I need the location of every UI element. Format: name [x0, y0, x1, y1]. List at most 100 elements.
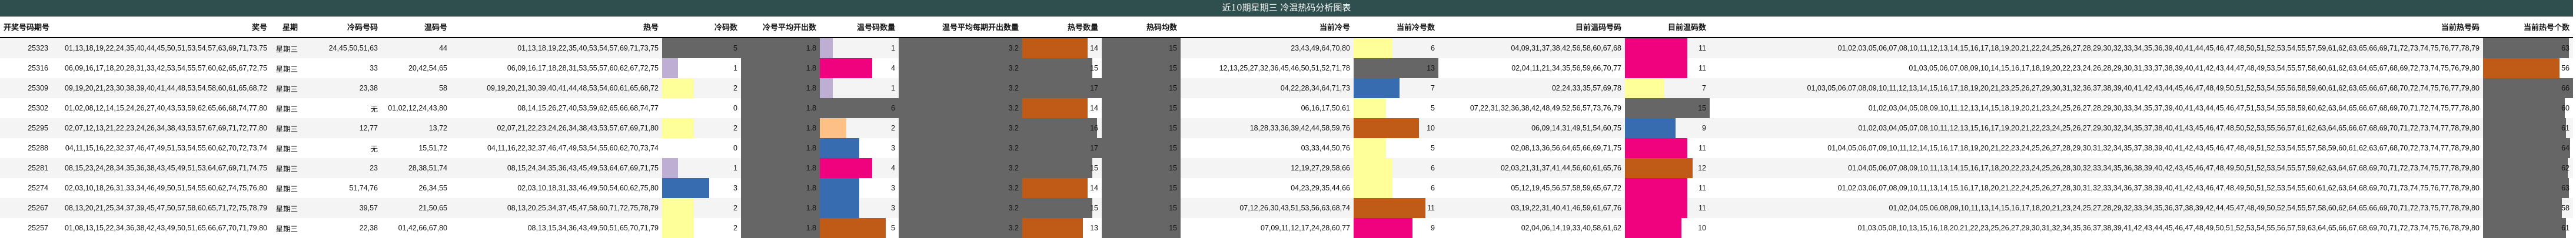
cell-value: 56	[2561, 64, 2570, 72]
cell-value: 1	[891, 84, 895, 92]
warm-avg-cell: 3.2	[899, 198, 1022, 218]
hot-numbers-cell: 08,15,24,34,35,36,43,45,49,53,64,67,69,7…	[451, 158, 662, 178]
table-row: 25295 02,07,12,13,21,22,23,24,26,34,38,43…	[0, 118, 2573, 138]
cold-avg-cell: 1.8	[741, 178, 820, 198]
column-header[interactable]: 开奖号码期号	[0, 16, 52, 38]
column-header[interactable]: 温号码数量	[820, 16, 899, 38]
column-header[interactable]: 温码号	[381, 16, 451, 38]
column-header[interactable]: 当前冷号	[1181, 16, 1354, 38]
column-header[interactable]: 热号数量	[1022, 16, 1102, 38]
hot-numbers-cell: 08,14,15,26,27,40,53,59,62,65,66,68,74,7…	[451, 98, 662, 118]
cold-numbers-cell: 22,38	[301, 218, 381, 238]
column-header[interactable]: 目前温码数	[1625, 16, 1710, 38]
current-warm-cell: 02,04,11,21,34,35,56,59,66,70,77	[1438, 58, 1625, 78]
cell-value: 11	[1699, 64, 1706, 72]
cell-value: 11	[1699, 44, 1706, 52]
current-hot-count-cell: 66	[2483, 78, 2573, 98]
data-bar	[820, 198, 859, 218]
cold-numbers-cell: 23	[301, 158, 381, 178]
hot-avg-cell: 15	[1102, 138, 1181, 158]
cold-numbers-cell: 12,77	[301, 118, 381, 138]
cell-value: 06,16,17,50,61	[1301, 104, 1350, 112]
current-hot-count-cell: 64	[2483, 138, 2573, 158]
current-cold-count-cell: 6	[1354, 158, 1438, 178]
current-hot-count-cell: 56	[2483, 58, 2573, 78]
cell-value: 07,09,11,12,17,24,28,60,77	[1261, 224, 1350, 232]
hot-numbers-cell: 09,19,20,21,30,39,40,41,44,48,53,54,60,6…	[451, 78, 662, 98]
column-header[interactable]: 目前温码号码	[1438, 16, 1625, 38]
cell-value: 01,02,08,12,14,15,24,26,27,40,43,53,59,6…	[64, 104, 267, 112]
cell-value: 15	[1169, 44, 1177, 52]
warm-numbers-cell: 01,02,12,24,43,80	[381, 98, 451, 118]
weekday-cell: 星期三	[271, 98, 301, 118]
cell-value: 25295	[28, 124, 48, 132]
cold-count-cell: 1	[662, 158, 741, 178]
cell-value: 64	[2561, 144, 2570, 152]
cell-value: 01,13,18,19,22,35,40,53,54,57,69,71,73,7…	[517, 44, 659, 52]
cell-value: 28,38,51,74	[408, 164, 447, 172]
current-hot-count-cell: 62	[2483, 158, 2573, 178]
data-bar	[1022, 118, 1098, 138]
data-bar	[899, 58, 1022, 78]
column-header[interactable]: 热号	[451, 16, 662, 38]
current-cold-cell: 23,43,49,64,70,80	[1181, 38, 1354, 58]
current-hot-cell: 01,04,05,06,07,09,10,11,12,14,15,16,17,1…	[1710, 138, 2483, 158]
column-header[interactable]: 奖号	[52, 16, 271, 38]
hot-avg-cell: 15	[1102, 118, 1181, 138]
column-header[interactable]: 冷码数	[662, 16, 741, 38]
cold-count-cell: 3	[662, 178, 741, 198]
cell-value: 08,13,20,21,25,34,37,39,45,47,50,57,58,6…	[64, 204, 267, 212]
data-bar	[2483, 118, 2567, 138]
cell-value: 1	[891, 44, 895, 52]
current-warm-count-cell: 11	[1625, 38, 1710, 58]
current-cold-count-cell: 5	[1354, 98, 1438, 118]
column-header[interactable]: 冷号平均开出数	[741, 16, 820, 38]
warm-numbers-cell: 13,72	[381, 118, 451, 138]
cold-numbers-cell: 23,38	[301, 78, 381, 98]
issue-cell: 25274	[0, 178, 52, 198]
cell-value: 5	[891, 224, 895, 232]
column-header[interactable]: 热码均数	[1102, 16, 1181, 38]
data-bar	[1354, 198, 1425, 218]
current-hot-cell: 01,04,05,06,07,08,09,10,11,13,14,15,16,1…	[1710, 158, 2483, 178]
cell-value: 08,14,15,26,27,40,53,59,62,65,66,68,74,7…	[517, 104, 659, 112]
data-bar	[1625, 138, 1687, 158]
cell-value: 2	[733, 84, 737, 92]
data-bar	[662, 218, 694, 238]
cell-value: 2	[891, 124, 895, 132]
draw-numbers-cell: 01,08,13,15,22,34,36,38,42,43,49,50,51,6…	[52, 218, 271, 238]
warm-avg-cell: 3.2	[899, 138, 1022, 158]
data-bar	[2483, 98, 2565, 118]
current-warm-count-cell: 12	[1625, 158, 1710, 178]
cell-value: 09,19,20,21,23,30,38,39,40,41,44,48,53,5…	[64, 84, 267, 92]
current-hot-count-cell: 61	[2483, 118, 2573, 138]
data-bar	[2483, 158, 2568, 178]
column-header[interactable]: 当前冷号数	[1354, 16, 1438, 38]
draw-numbers-cell: 08,15,23,24,28,34,35,36,38,43,45,49,51,5…	[52, 158, 271, 178]
hot-count-cell: 13	[1022, 218, 1102, 238]
cell-value: 7	[1431, 84, 1435, 92]
column-header[interactable]: 星期	[271, 16, 301, 38]
warm-count-cell: 6	[820, 98, 899, 118]
current-hot-count-cell: 58	[2483, 198, 2573, 218]
current-cold-cell: 12,13,25,27,32,36,45,46,50,51,52,71,78	[1181, 58, 1354, 78]
cell-value: 15,51,72	[418, 144, 447, 152]
hot-count-cell: 14	[1022, 178, 1102, 198]
hot-count-cell: 15	[1022, 158, 1102, 178]
cold-avg-cell: 1.8	[741, 158, 820, 178]
warm-numbers-cell: 20,42,54,65	[381, 58, 451, 78]
current-cold-cell: 07,09,11,12,17,24,28,60,77	[1181, 218, 1354, 238]
table-row: 25274 02,03,10,18,26,31,33,34,46,49,50,51…	[0, 178, 2573, 198]
cell-value: 15	[1169, 104, 1177, 112]
column-header[interactable]: 冷码号码	[301, 16, 381, 38]
chart-title: 近10期星期三 冷温热码分析图表	[0, 0, 2573, 16]
cell-value: 3.2	[1008, 84, 1019, 92]
cell-value: 1.8	[806, 104, 816, 112]
column-header[interactable]: 当前热号个数	[2483, 16, 2573, 38]
data-bar	[1022, 138, 1102, 158]
header-row: 开奖号码期号 奖号 星期 冷码号码 温码号 热号 冷码数 冷号平均开出数 温号码数量 温号平均每期…	[0, 16, 2573, 38]
column-header[interactable]: 温号平均每期开出数量	[899, 16, 1022, 38]
column-header[interactable]: 当前热号码	[1710, 16, 2483, 38]
data-bar	[1102, 198, 1181, 218]
cell-value: 02,03,10,18,31,33,46,49,50,54,60,62,75,8…	[517, 184, 659, 192]
